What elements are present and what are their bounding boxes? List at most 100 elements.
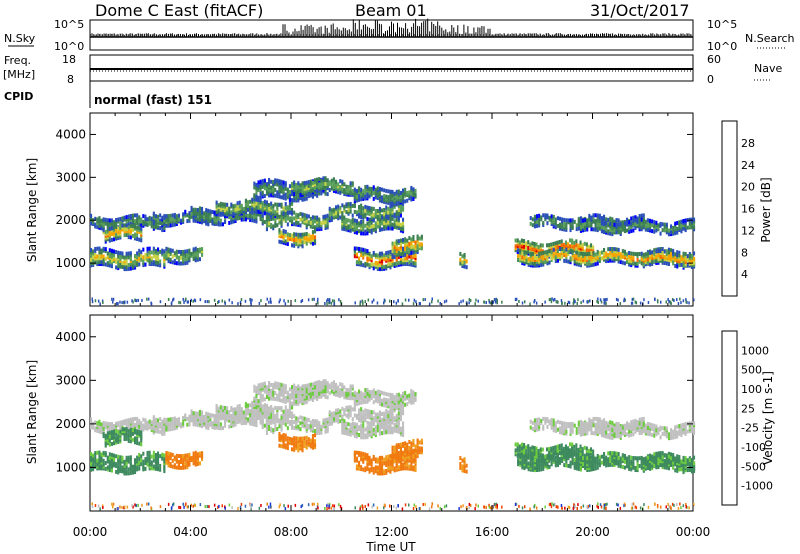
heatmap-cell: [253, 215, 256, 219]
heatmap-cell: [370, 186, 373, 191]
heatmap-cell: [654, 297, 656, 301]
heatmap-cell: [213, 419, 216, 424]
heatmap-cell: [276, 213, 279, 218]
heatmap-cell: [131, 437, 134, 442]
heatmap-cell: [185, 297, 187, 301]
heatmap-cell: [194, 299, 197, 303]
heatmap-cell: [651, 254, 654, 259]
heatmap-cell: [265, 419, 268, 424]
heatmap-cell: [653, 220, 656, 225]
heatmap-cell: [349, 181, 352, 186]
heatmap-cell: [552, 241, 555, 246]
heatmap-cell: [125, 261, 128, 266]
heatmap-cell: [280, 382, 283, 387]
heatmap-cell: [257, 180, 260, 185]
heatmap-cell: [213, 216, 216, 221]
heatmap-cell: [577, 256, 580, 261]
heatmap-cell: [96, 450, 99, 455]
heatmap-cell: [559, 247, 562, 251]
heatmap-cell: [665, 222, 668, 227]
heatmap-cell: [372, 224, 375, 228]
heatmap-cell: [221, 211, 224, 216]
heatmap-cell: [531, 223, 534, 228]
heatmap-cell: [297, 397, 300, 402]
heatmap-cell: [686, 263, 689, 268]
heatmap-cell: [115, 462, 118, 467]
nsearch-label: N.Search: [745, 32, 795, 45]
heatmap-cell: [288, 190, 291, 194]
heatmap-cell: [318, 177, 321, 182]
heatmap-cell: [259, 179, 262, 184]
heatmap-cell: [596, 299, 598, 303]
heatmap-cell: [91, 297, 93, 301]
heatmap-cell: [293, 425, 296, 430]
heatmap-cell: [261, 204, 264, 209]
heatmap-cell: [157, 247, 160, 252]
heatmap-cell: [460, 300, 462, 304]
heatmap-cell: [546, 243, 549, 248]
heatmap-cell: [198, 461, 201, 466]
heatmap-cell: [385, 251, 388, 255]
heatmap-cell: [274, 202, 277, 207]
heatmap-cell: [228, 206, 231, 211]
heatmap-cell: [259, 416, 262, 421]
heatmap-cell: [167, 217, 170, 222]
heatmap-cell: [364, 196, 367, 201]
heatmap-cell: [263, 381, 266, 386]
heatmap-cell: [295, 236, 298, 241]
heatmap-cell: [682, 299, 685, 303]
heatmap-cell: [399, 256, 402, 261]
heatmap-cell: [594, 220, 597, 224]
heatmap-cell: [291, 216, 294, 221]
heatmap-cell: [335, 205, 338, 210]
heatmap-cell: [148, 454, 151, 459]
heatmap-cell: [251, 218, 254, 223]
heatmap-cell: [116, 302, 118, 306]
heatmap-cell: [278, 194, 281, 199]
heatmap-cell: [311, 422, 314, 427]
heatmap-cell: [108, 456, 111, 461]
heatmap-cell: [134, 422, 137, 427]
heatmap-cell: [682, 253, 685, 258]
heatmap-cell: [372, 262, 375, 267]
heatmap-cell: [330, 186, 333, 191]
heatmap-cell: [215, 418, 218, 423]
heatmap-cell: [154, 464, 157, 469]
heatmap-cell: [527, 249, 530, 254]
heatmap-cell: [676, 250, 679, 255]
heatmap-cell: [108, 468, 111, 472]
heatmap-cell: [468, 301, 470, 305]
heatmap-cell: [565, 218, 568, 223]
heatmap-cell: [418, 242, 421, 247]
heatmap-cell: [672, 248, 675, 253]
heatmap-cell: [110, 248, 113, 253]
heatmap-cell: [358, 221, 361, 226]
heatmap-cell: [140, 442, 143, 447]
heatmap-cell: [286, 418, 289, 423]
heatmap-cell: [412, 197, 415, 201]
heatmap-cell: [391, 226, 394, 231]
heatmap-cell: [299, 415, 302, 420]
heatmap-cell: [351, 217, 354, 222]
heatmap-cell: [186, 300, 189, 304]
heatmap-cell: [255, 397, 258, 402]
heatmap-cell: [408, 298, 410, 302]
heatmap-cell: [159, 463, 162, 468]
heatmap-cell: [431, 297, 433, 301]
heatmap-cell: [588, 251, 591, 256]
heatmap-cell: [125, 220, 128, 225]
heatmap-cell: [374, 209, 377, 213]
heatmap-cell: [265, 385, 268, 390]
heatmap-cell: [238, 404, 241, 408]
heatmap-cell: [640, 213, 643, 218]
heatmap-cell: [142, 451, 145, 456]
heatmap-cell: [144, 461, 147, 465]
heatmap-cell: [554, 241, 557, 246]
heatmap-cell: [282, 229, 285, 234]
heatmap-cell: [548, 249, 551, 253]
heatmap-cell: [597, 297, 599, 301]
heatmap-cell: [280, 230, 283, 235]
heatmap-cell: [420, 242, 423, 247]
heatmap-cell: [255, 205, 258, 210]
heatmap-cell: [274, 381, 277, 386]
